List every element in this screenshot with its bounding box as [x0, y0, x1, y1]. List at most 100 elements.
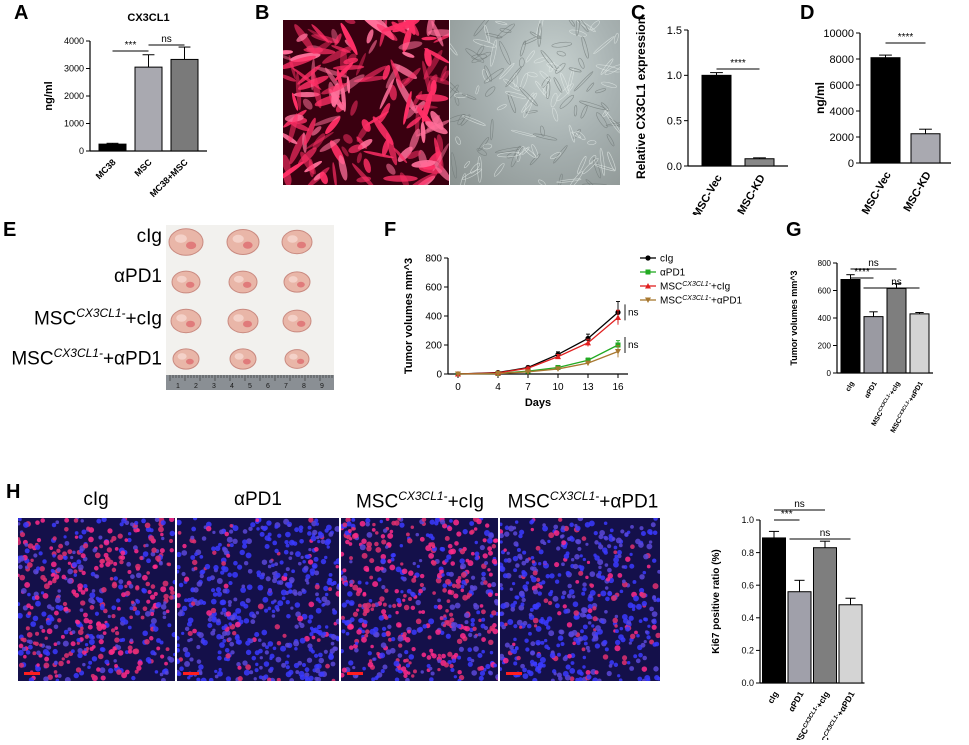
- nucleus: [18, 643, 24, 649]
- nucleus: [270, 600, 275, 605]
- nucleus: [149, 636, 154, 641]
- nucleus: [593, 553, 597, 557]
- nucleus: [254, 650, 260, 656]
- y-tick-label: 4000: [830, 106, 854, 118]
- nucleus: [562, 670, 569, 677]
- category-label: MSC-Vec: [691, 173, 725, 215]
- y-tick-label: 1000: [64, 119, 84, 129]
- nucleus: [214, 669, 218, 674]
- nucleus: [396, 602, 402, 608]
- nucleus: [389, 529, 394, 534]
- nucleus: [73, 518, 79, 523]
- category-label: cIg: [765, 690, 780, 706]
- nucleus: [419, 573, 425, 579]
- nucleus: [136, 665, 142, 671]
- nucleus: [336, 583, 339, 588]
- nucleus: [570, 558, 575, 562]
- panel-letter-e: E: [3, 219, 17, 241]
- nucleus: [237, 665, 242, 670]
- nucleus: [315, 629, 321, 634]
- nucleus: [614, 629, 619, 634]
- nucleus: [633, 654, 638, 659]
- nucleus: [267, 606, 272, 611]
- nucleus: [62, 640, 69, 647]
- nucleus: [618, 678, 623, 681]
- nucleus: [283, 576, 288, 581]
- nucleus: [575, 579, 580, 584]
- nucleus: [42, 592, 49, 599]
- scale-bar: [24, 672, 40, 675]
- tumor-row-label: MSCCX3CL1-+cIg: [33, 306, 162, 330]
- nucleus: [311, 627, 317, 634]
- nucleus: [71, 562, 78, 568]
- nucleus: [585, 645, 590, 650]
- nucleus: [57, 618, 62, 623]
- nucleus: [384, 615, 389, 620]
- nucleus: [161, 677, 166, 681]
- nucleus: [582, 624, 588, 630]
- nucleus: [417, 626, 424, 632]
- nucleus: [397, 635, 404, 642]
- brightfield-cell: [527, 71, 538, 78]
- nucleus: [308, 518, 314, 523]
- y-tick-label: 8000: [830, 54, 854, 66]
- nucleus: [224, 531, 230, 537]
- nucleus: [418, 610, 422, 614]
- nucleus: [147, 659, 152, 664]
- nucleus: [89, 605, 95, 610]
- nucleus: [348, 645, 354, 650]
- nucleus: [75, 620, 81, 625]
- if-image-label: MSCCX3CL1-+αPD1: [507, 489, 659, 513]
- tumor-highlight: [288, 276, 298, 283]
- nucleus: [99, 667, 106, 674]
- brightfield-cell: [594, 88, 607, 94]
- nucleus: [447, 660, 452, 665]
- nucleus: [569, 668, 576, 674]
- brightfield-cell: [568, 67, 582, 73]
- nucleus: [644, 674, 651, 681]
- nucleus: [239, 600, 246, 607]
- nucleus: [220, 570, 225, 575]
- y-tick-label: 2000: [64, 91, 84, 101]
- nucleus: [553, 530, 560, 536]
- tumor: [227, 308, 259, 334]
- nucleus: [614, 554, 619, 559]
- nucleus: [277, 600, 284, 607]
- x-tick-label: 0: [455, 382, 461, 393]
- nucleus: [554, 603, 560, 609]
- nucleus: [569, 535, 574, 540]
- brightfield-cell: [542, 83, 550, 95]
- nucleus: [538, 562, 542, 566]
- nucleus: [629, 563, 635, 569]
- nucleus: [19, 531, 26, 538]
- brightfield-cell: [600, 58, 614, 75]
- nucleus: [58, 543, 64, 549]
- nucleus: [250, 522, 256, 528]
- if-cells-msc-cig: [341, 518, 498, 681]
- nucleus: [24, 548, 30, 554]
- nucleus: [323, 585, 329, 591]
- tumor-vessel: [297, 358, 305, 365]
- nucleus: [99, 605, 105, 611]
- fluorescent-cell: [333, 74, 365, 96]
- brightfield-cell: [519, 87, 538, 107]
- fluorescent-cell: [422, 60, 432, 98]
- nucleus: [362, 602, 368, 609]
- nucleus: [350, 523, 356, 529]
- nucleus: [421, 518, 427, 522]
- nucleus: [597, 570, 602, 575]
- nucleus: [524, 638, 529, 643]
- nucleus: [56, 548, 61, 553]
- y-tick-label: 1.0: [741, 515, 754, 525]
- tumor: [281, 229, 313, 255]
- nucleus: [318, 599, 322, 604]
- nucleus: [161, 536, 165, 541]
- nucleus: [169, 586, 174, 592]
- nucleus: [88, 619, 93, 625]
- brightfield-cell: [533, 133, 558, 141]
- nucleus: [398, 643, 403, 648]
- nucleus: [470, 551, 475, 556]
- nucleus: [525, 647, 530, 652]
- nucleus: [224, 624, 228, 628]
- brightfield-cell: [568, 20, 576, 27]
